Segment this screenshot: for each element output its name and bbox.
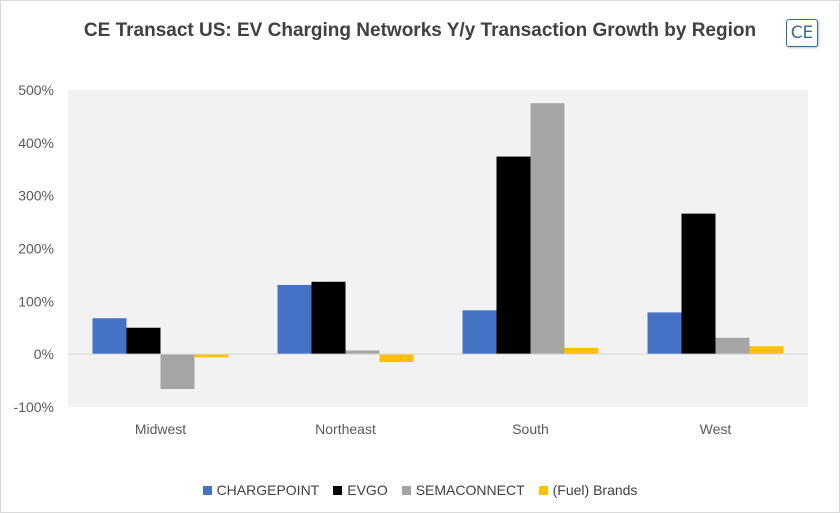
bars xyxy=(92,103,784,390)
bar-chargepoint-west xyxy=(647,312,682,355)
x-tick-label: Northeast xyxy=(315,421,376,437)
chart-title: CE Transact US: EV Charging Networks Y/y… xyxy=(83,20,757,41)
legend-label: SEMACONNECT xyxy=(415,482,525,498)
ce-logo: CE xyxy=(786,19,818,47)
bar-fuel-brands-northeast xyxy=(379,354,414,363)
x-axis-ticks: Midwest Northeast South West xyxy=(135,421,732,437)
bar-evgo-south xyxy=(496,156,531,355)
y-tick-label: -100% xyxy=(14,399,54,415)
legend-item: SEMACONNECT xyxy=(401,482,525,498)
bar-semaconnect-south xyxy=(530,103,565,355)
bar-fuel-brands-west xyxy=(749,346,784,355)
legend-swatch xyxy=(538,485,548,495)
x-tick-label: Midwest xyxy=(135,421,186,437)
bar-chargepoint-south xyxy=(462,310,497,355)
y-tick-label: 400% xyxy=(18,135,54,151)
legend-item: EVGO xyxy=(333,482,388,498)
y-tick-label: 200% xyxy=(18,241,54,257)
legend-swatch xyxy=(202,485,212,495)
legend-label: (Fuel) Brands xyxy=(552,482,638,498)
y-tick-label: 300% xyxy=(18,188,54,204)
legend-swatch xyxy=(333,485,343,495)
legend-item: (Fuel) Brands xyxy=(538,482,638,498)
bar-chargepoint-midwest xyxy=(92,318,127,355)
legend-swatch xyxy=(401,485,411,495)
y-axis-ticks: -100% 0% 100% 200% 300% 400% 500% xyxy=(14,82,54,415)
bar-semaconnect-west xyxy=(715,337,750,355)
x-tick-label: South xyxy=(512,421,549,437)
legend: CHARGEPOINT EVGO SEMACONNECT (Fuel) Brands xyxy=(0,482,840,498)
y-tick-label: 0% xyxy=(34,346,54,362)
y-tick-label: 100% xyxy=(18,293,54,309)
bar-chargepoint-northeast xyxy=(277,284,312,355)
bar-fuel-brands-midwest xyxy=(194,354,229,358)
y-tick-label: 500% xyxy=(18,82,54,98)
legend-item: CHARGEPOINT xyxy=(202,482,320,498)
bar-evgo-west xyxy=(681,213,716,355)
bar-semaconnect-northeast xyxy=(345,350,380,355)
bar-semaconnect-midwest xyxy=(160,354,195,390)
x-tick-label: West xyxy=(700,421,732,437)
legend-label: CHARGEPOINT xyxy=(216,482,320,498)
bar-evgo-northeast xyxy=(311,281,346,355)
bar-fuel-brands-south xyxy=(564,347,599,355)
bar-evgo-midwest xyxy=(126,327,161,355)
legend-label: EVGO xyxy=(347,482,388,498)
